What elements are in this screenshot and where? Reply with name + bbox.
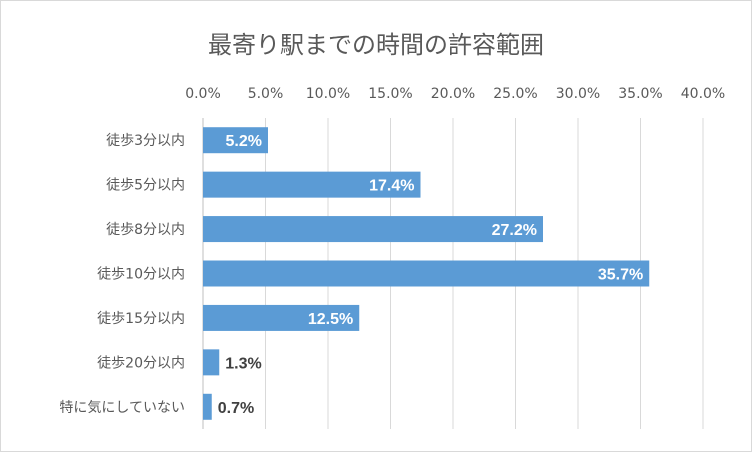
bar: [203, 304, 360, 331]
bar: [203, 349, 220, 376]
x-tick-label: 20.0%: [431, 86, 475, 102]
data-label: 1.3%: [225, 355, 261, 372]
x-tick-label: 15.0%: [368, 86, 412, 102]
category-label: 徒歩3分以内: [106, 133, 185, 149]
x-tick-label: 35.0%: [618, 86, 662, 102]
data-label: 35.7%: [598, 267, 643, 284]
category-label: 徒歩15分以内: [97, 311, 185, 327]
data-label: 27.2%: [492, 222, 537, 239]
data-label: 12.5%: [308, 311, 353, 328]
category-label: 徒歩20分以内: [97, 355, 185, 371]
bar-series: [203, 127, 650, 420]
bar: [203, 171, 421, 198]
category-label: 徒歩10分以内: [97, 267, 185, 283]
bar: [203, 393, 212, 420]
bar: [203, 260, 650, 287]
x-tick-label: 30.0%: [556, 86, 600, 102]
category-label: 徒歩5分以内: [106, 178, 185, 194]
chart-title: 最寄り駅までの時間の許容範囲: [208, 31, 544, 59]
data-label: 17.4%: [369, 178, 414, 195]
data-label: 5.2%: [226, 133, 262, 150]
category-label: 徒歩8分以内: [106, 222, 185, 238]
x-tick-label: 0.0%: [185, 86, 221, 102]
x-tick-label: 10.0%: [306, 86, 350, 102]
bar: [203, 216, 543, 243]
category-label: 特に気にしていない: [59, 400, 185, 416]
x-tick-label: 40.0%: [681, 86, 725, 102]
category-axis: 徒歩3分以内徒歩5分以内徒歩8分以内徒歩10分以内徒歩15分以内徒歩20分以内特…: [59, 133, 185, 416]
x-tick-label: 5.0%: [248, 86, 284, 102]
data-labels: 5.2% 17.4% 27.2% 35.7% 12.5% 1.3% 0.7%: [218, 133, 644, 417]
data-label: 0.7%: [218, 400, 254, 417]
bar: [203, 127, 268, 154]
x-axis-ticks: 0.0% 5.0% 10.0% 15.0% 20.0% 25.0% 30.0% 35.0% 40…: [185, 86, 725, 102]
x-tick-label: 25.0%: [493, 86, 537, 102]
